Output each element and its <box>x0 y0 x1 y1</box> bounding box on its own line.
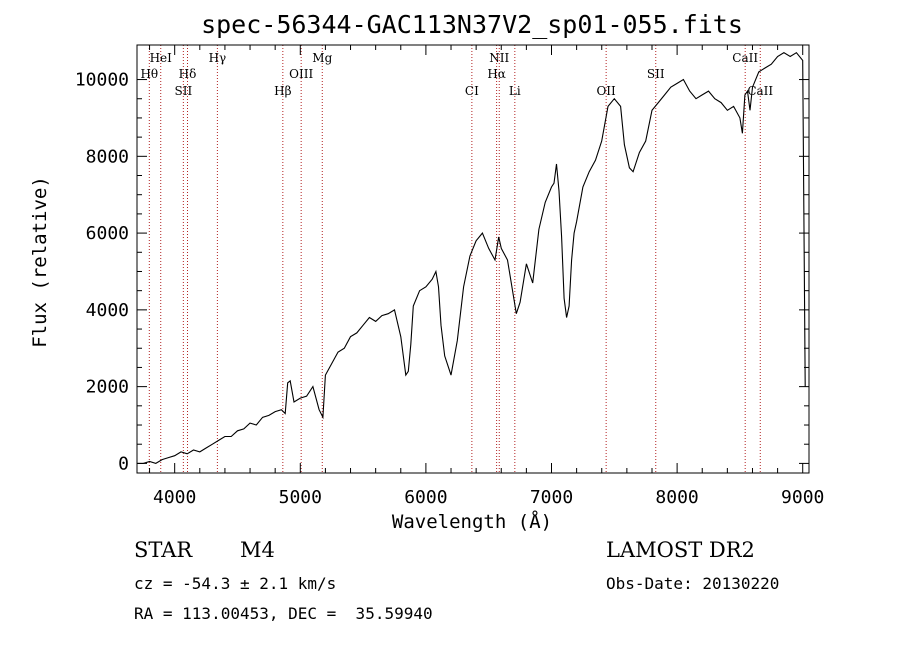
x-axis-label: Wavelength (Å) <box>392 510 552 533</box>
y-axis-label: Flux (relative) <box>29 176 51 348</box>
coordinates: RA = 113.00453, DEC = 35.59940 <box>134 604 433 623</box>
y-tick-label: 4000 <box>86 300 129 321</box>
y-tick-label: 2000 <box>86 377 129 398</box>
object-class: STAR <box>134 538 193 562</box>
marker-label: Hα <box>487 67 506 81</box>
marker-label: CaII <box>732 51 758 65</box>
x-tick-label: 7000 <box>530 487 573 508</box>
chart-title: spec-56344-GAC113N37V2_sp01-055.fits <box>201 10 743 39</box>
marker-label: OII <box>596 84 616 98</box>
marker-label: NII <box>489 51 509 65</box>
survey-name: LAMOST DR2 <box>606 538 755 562</box>
marker-label: HeI <box>150 51 173 65</box>
marker-label: Hθ <box>140 67 158 81</box>
redshift-velocity: cz = -54.3 ± 2.1 km/s <box>134 574 337 593</box>
axes: 4000 5000 6000 7000 8000 9000 0 2000 4000 6000 800… <box>75 45 824 508</box>
x-tick-label: 8000 <box>655 487 698 508</box>
marker-label: Hδ <box>179 67 197 81</box>
marker-label: Li <box>509 84 521 98</box>
x-tick-label: 6000 <box>404 487 447 508</box>
x-tick-label: 5000 <box>279 487 322 508</box>
x-tick-label: 9000 <box>781 487 824 508</box>
marker-label: OIII <box>289 67 313 81</box>
y-tick-label: 6000 <box>86 223 129 244</box>
marker-label: SII <box>174 84 192 98</box>
spectrum-chart: spec-56344-GAC113N37V2_sp01-055.fits HθH… <box>29 10 824 533</box>
marker-label: Mg <box>312 51 332 65</box>
x-tick-label: 4000 <box>153 487 196 508</box>
plot-frame <box>136 44 810 474</box>
marker-label: CI <box>465 84 479 98</box>
y-tick-label: 8000 <box>86 146 129 167</box>
marker-label: CaII <box>747 84 773 98</box>
y-tick-label: 10000 <box>75 70 129 91</box>
object-subclass: M4 <box>240 538 275 562</box>
observation-date: Obs-Date: 20130220 <box>606 574 780 593</box>
marker-label: Hγ <box>209 51 227 65</box>
marker-label: SII <box>647 67 665 81</box>
spectrum-line <box>137 51 806 464</box>
marker-label: Hβ <box>274 84 291 98</box>
y-tick-label: 0 <box>118 453 129 474</box>
spectrum-series <box>137 51 806 464</box>
